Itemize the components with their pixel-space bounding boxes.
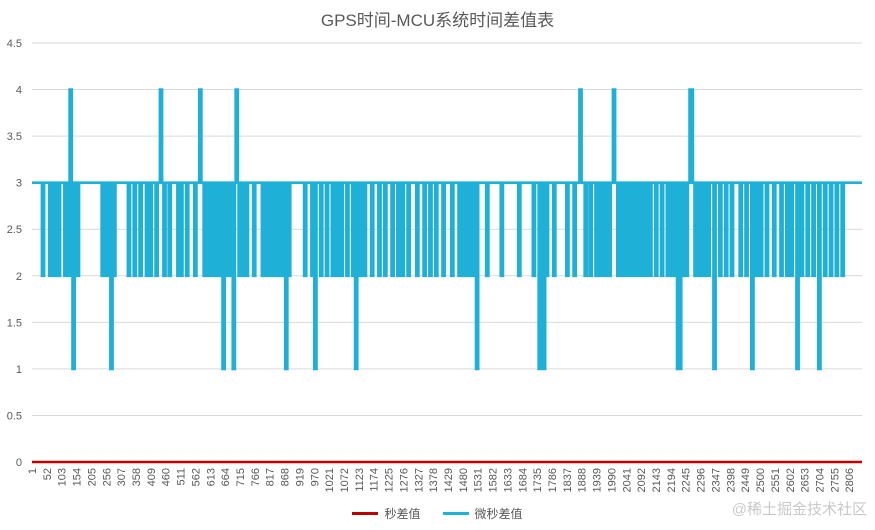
x-tick-label: 205 xyxy=(86,468,98,486)
y-tick-label: 4.5 xyxy=(7,38,22,50)
x-tick-label: 1276 xyxy=(398,468,410,492)
x-tick-label: 1735 xyxy=(532,468,544,492)
legend-label-seconds: 秒差值 xyxy=(384,507,421,521)
x-tick-label: 409 xyxy=(146,468,158,486)
x-tick-label: 2806 xyxy=(844,468,856,492)
y-tick-label: 4 xyxy=(16,85,22,97)
y-tick-label: 2.5 xyxy=(7,224,22,236)
x-tick-label: 1990 xyxy=(606,468,618,492)
x-tick-label: 256 xyxy=(101,468,113,486)
legend-swatch-seconds xyxy=(352,512,379,515)
x-tick-label: 2602 xyxy=(785,468,797,492)
x-tick-label: 2296 xyxy=(696,468,708,492)
x-tick-label: 2041 xyxy=(621,468,633,492)
x-tick-label: 1021 xyxy=(324,468,336,492)
x-tick-label: 2704 xyxy=(814,468,826,492)
x-tick-label: 2398 xyxy=(725,468,737,492)
x-tick-label: 1480 xyxy=(458,468,470,492)
legend: 秒差值 微秒差值 xyxy=(0,505,875,522)
x-tick-label: 1582 xyxy=(488,468,500,492)
x-tick-label: 1123 xyxy=(354,468,366,492)
legend-swatch-microseconds xyxy=(442,512,469,515)
x-tick-label: 2194 xyxy=(666,468,678,492)
x-tick-label: 307 xyxy=(116,468,128,486)
series-lines xyxy=(32,88,862,464)
x-tick-label: 358 xyxy=(131,468,143,486)
x-tick-label: 1939 xyxy=(592,468,604,492)
x-tick-label: 919 xyxy=(294,468,306,486)
x-tick-label: 2551 xyxy=(770,468,782,492)
y-tick-label: 2 xyxy=(16,271,22,283)
x-tick-label: 2245 xyxy=(681,468,693,492)
watermark: @稀土掘金技术社区 xyxy=(731,501,867,518)
chart-title: GPS时间-MCU系统时间差值表 xyxy=(320,11,555,30)
x-tick-label: 613 xyxy=(205,468,217,486)
x-tick-label: 562 xyxy=(190,468,202,486)
x-tick-label: 1174 xyxy=(369,468,381,492)
x-tick-label: 1531 xyxy=(473,468,485,492)
x-tick-label: 1786 xyxy=(547,468,559,492)
x-tick-label: 715 xyxy=(235,468,247,486)
legend-label-microseconds: 微秒差值 xyxy=(474,507,523,521)
x-tick-label: 511 xyxy=(176,468,188,486)
series-line-microseconds xyxy=(32,88,862,371)
x-tick-label: 1072 xyxy=(339,468,351,492)
x-tick-label: 154 xyxy=(72,468,84,486)
x-tick-label: 868 xyxy=(280,468,292,486)
x-tick-label: 1633 xyxy=(502,468,514,492)
x-tick-label: 1684 xyxy=(517,468,529,492)
y-tick-labels: 0 0.5 1 1.5 2 2.5 3 3.5 4 4.5 xyxy=(7,38,22,469)
x-tick-label: 1429 xyxy=(443,468,455,492)
y-tick-label: 3 xyxy=(16,178,22,190)
y-tick-label: 0.5 xyxy=(7,410,22,422)
y-tick-label: 0 xyxy=(16,457,22,469)
x-tick-label: 1 xyxy=(27,468,39,474)
x-tick-label: 460 xyxy=(161,468,173,486)
y-tick-label: 1.5 xyxy=(7,317,22,329)
x-tick-label: 766 xyxy=(250,468,262,486)
x-tick-label: 2500 xyxy=(755,468,767,492)
legend-item-seconds: 秒差值 xyxy=(352,505,421,522)
x-tick-label: 1225 xyxy=(384,468,396,492)
x-tick-label: 970 xyxy=(309,468,321,486)
x-tick-label: 2653 xyxy=(800,468,812,492)
x-tick-label: 2755 xyxy=(829,468,841,492)
x-tick-label: 52 xyxy=(42,468,54,480)
x-tick-label: 1888 xyxy=(577,468,589,492)
x-tick-label: 1378 xyxy=(428,468,440,492)
x-tick-label: 2143 xyxy=(651,468,663,492)
x-tick-labels: 1 52 103 154 205 256 307 358 409 460 511 562 613 664 7… xyxy=(27,468,856,492)
x-tick-label: 817 xyxy=(265,468,277,486)
legend-item-microseconds: 微秒差值 xyxy=(442,505,523,522)
y-tick-label: 3.5 xyxy=(7,131,22,143)
x-tick-label: 103 xyxy=(57,468,69,486)
x-tick-label: 664 xyxy=(220,468,232,486)
x-tick-label: 2092 xyxy=(636,468,648,492)
x-tick-label: 1837 xyxy=(562,468,574,492)
y-tick-label: 1 xyxy=(16,364,22,376)
x-tick-label: 1327 xyxy=(413,468,425,492)
x-tick-label: 2347 xyxy=(710,468,722,492)
x-tick-label: 2449 xyxy=(740,468,752,492)
